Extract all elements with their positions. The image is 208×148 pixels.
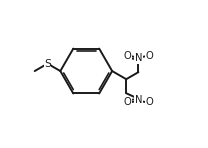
- Text: N: N: [135, 53, 142, 63]
- Text: O: O: [146, 51, 153, 61]
- Text: O: O: [123, 98, 131, 107]
- Text: N: N: [135, 95, 142, 105]
- Text: O: O: [123, 51, 131, 61]
- Text: S: S: [44, 59, 51, 69]
- Text: O: O: [146, 98, 153, 107]
